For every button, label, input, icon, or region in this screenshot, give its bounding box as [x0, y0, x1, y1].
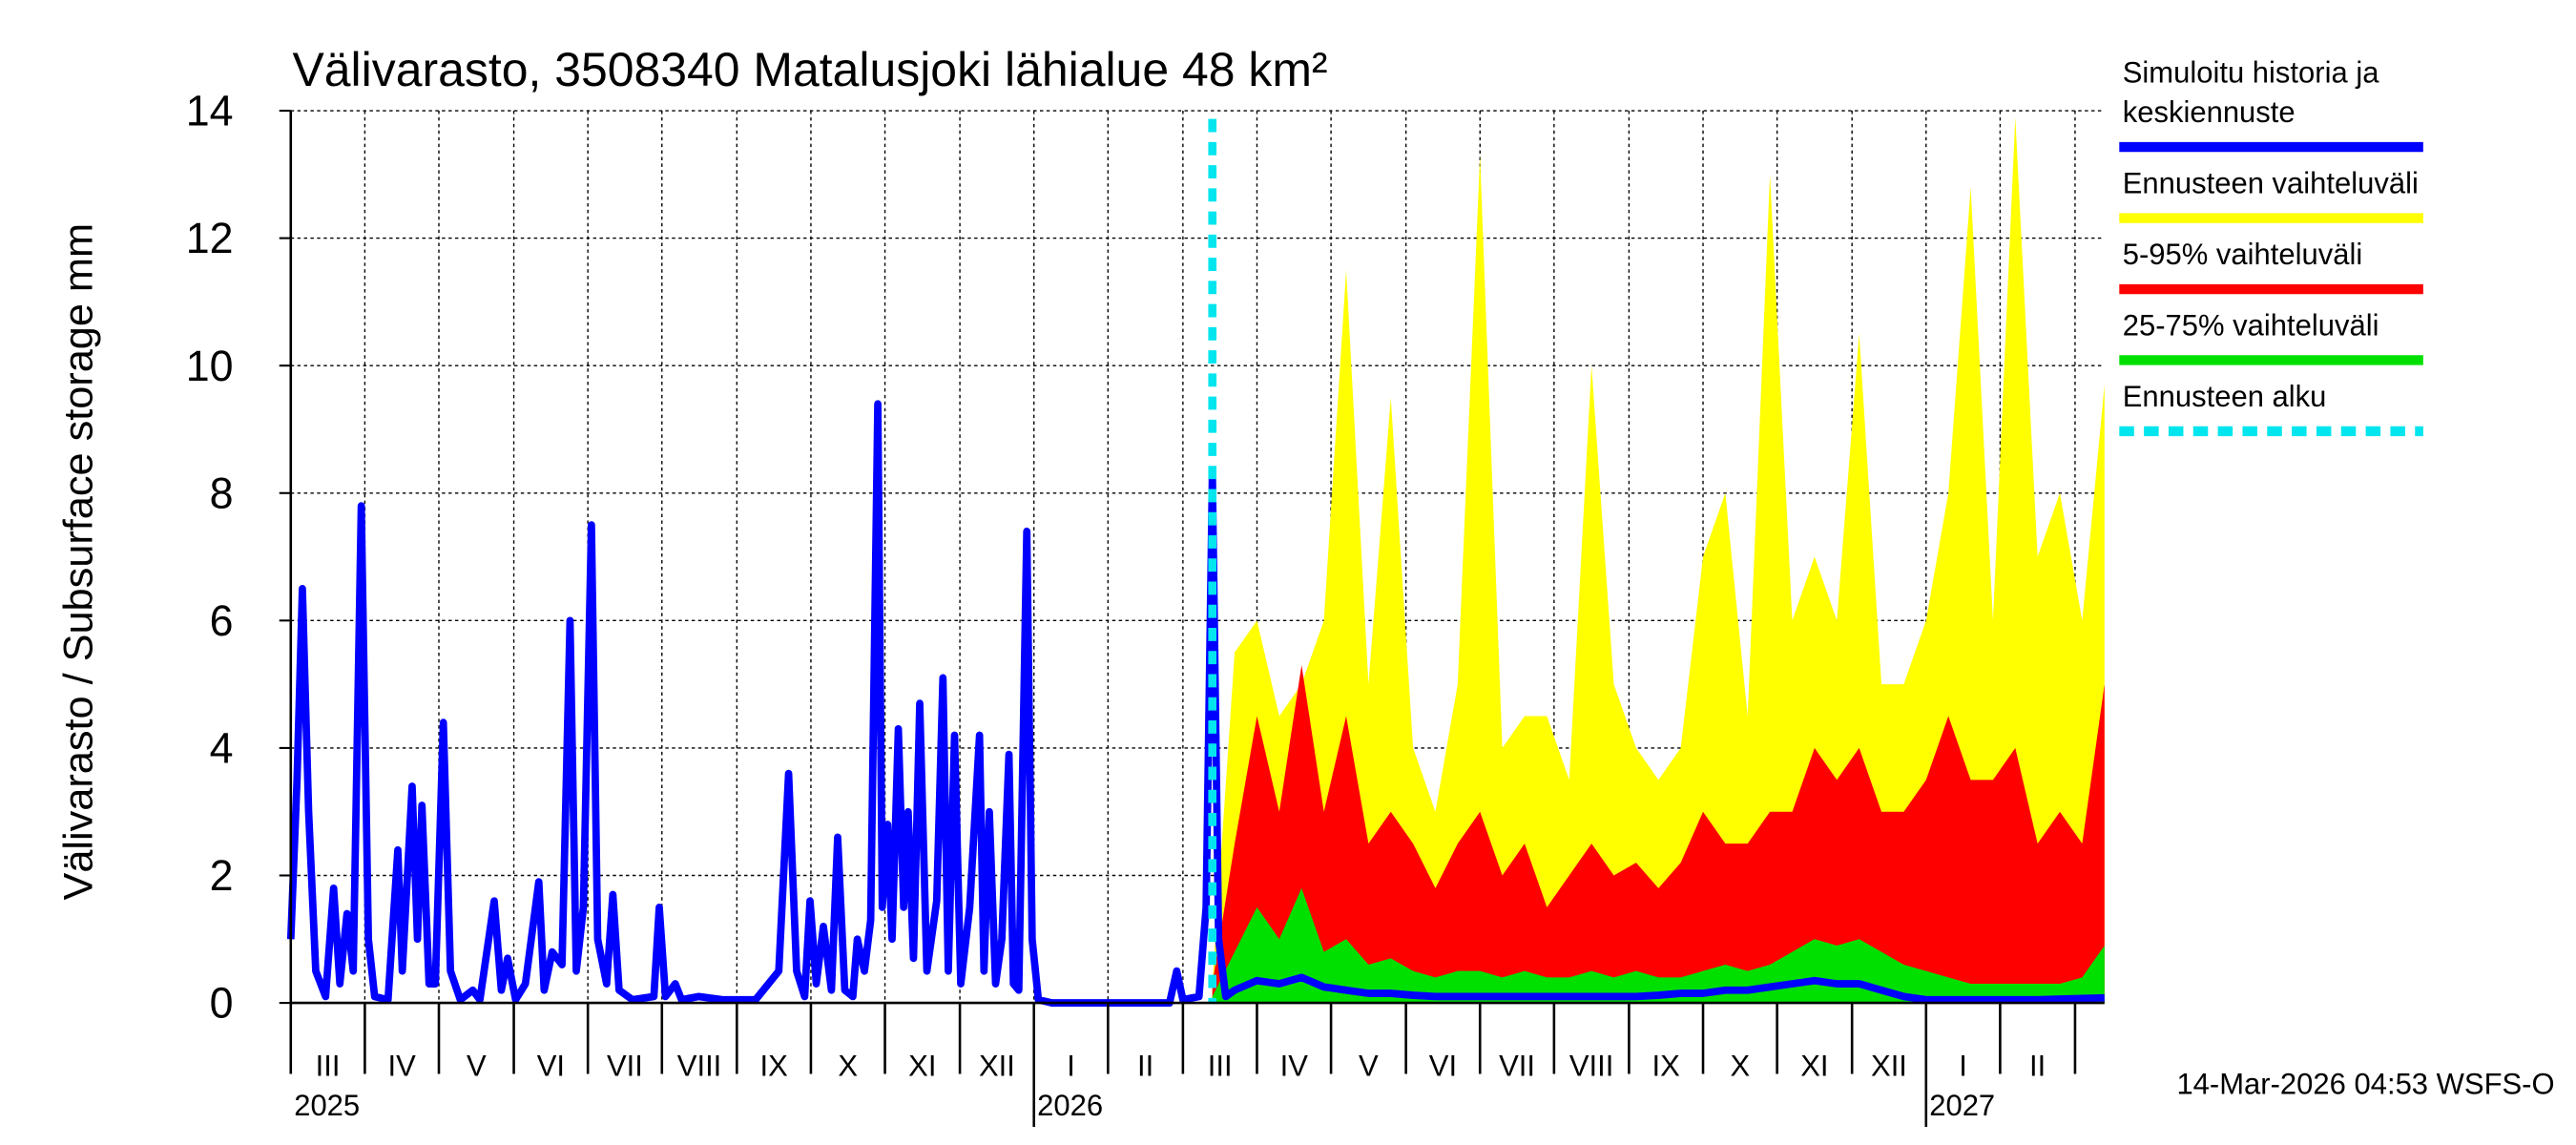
x-tick-label: IX [1652, 1049, 1681, 1082]
legend-label: Ennusteen alku [2123, 380, 2327, 413]
series-line [286, 400, 2105, 1007]
x-tick-label: III [1208, 1049, 1233, 1082]
x-tick-label: XII [979, 1049, 1015, 1082]
x-tick-label: XII [1871, 1049, 1907, 1082]
x-tick-label: X [838, 1049, 858, 1082]
year-label: 2026 [1037, 1089, 1103, 1122]
x-tick-label: VII [607, 1049, 643, 1082]
x-tick-label: VIII [1569, 1049, 1614, 1082]
x-tick-label: VIII [677, 1049, 722, 1082]
y-tick-label: 0 [210, 979, 234, 1028]
x-tick-label: V [467, 1049, 487, 1082]
x-tick-label: VI [537, 1049, 565, 1082]
y-tick-label: 10 [186, 342, 234, 390]
y-tick-label: 14 [186, 86, 234, 135]
x-tick-label: I [1067, 1049, 1075, 1082]
forecast-band [1212, 665, 2105, 1004]
forecast-band [1212, 887, 2105, 1004]
legend-label: 5-95% vaihteluväli [2123, 238, 2363, 271]
x-tick-label: VII [1499, 1049, 1535, 1082]
x-tick-label: VI [1429, 1049, 1457, 1082]
x-tick-label: XI [1800, 1049, 1828, 1082]
y-tick-label: 12 [186, 214, 234, 262]
y-tick-label: 2 [210, 851, 234, 900]
x-tick-label: IV [388, 1049, 417, 1082]
year-label: 2025 [294, 1089, 360, 1122]
x-tick-label: V [1359, 1049, 1379, 1082]
y-tick-label: 6 [210, 596, 234, 645]
y-tick-label: 4 [210, 723, 234, 772]
x-tick-label: II [1137, 1049, 1153, 1082]
x-tick-label: IX [759, 1049, 788, 1082]
y-tick-label: 8 [210, 468, 234, 517]
x-tick-label: X [1730, 1049, 1750, 1082]
data-layer [286, 116, 2105, 1007]
x-tick-label: I [1959, 1049, 1967, 1082]
y-axis-label: Välivarasto / Subsurface storage mm [56, 223, 102, 901]
legend-label: Ennusteen vaihteluväli [2123, 167, 2419, 200]
year-label: 2027 [1929, 1089, 1995, 1122]
legend-label: Simuloitu historia ja keskiennuste [2123, 56, 2387, 130]
x-tick-label: II [2029, 1049, 2046, 1082]
x-tick-label: III [316, 1049, 341, 1082]
forecast-band [1212, 116, 2105, 1004]
footer: 14-Mar-2026 04:53 WSFS-O [2176, 1067, 2554, 1100]
x-tick-label: XI [908, 1049, 936, 1082]
chart-title: Välivarasto, 3508340 Matalusjoki lähialu… [293, 43, 1328, 96]
x-tick-label: IV [1280, 1049, 1309, 1082]
legend-label: 25-75% vaihteluväli [2123, 308, 2379, 342]
